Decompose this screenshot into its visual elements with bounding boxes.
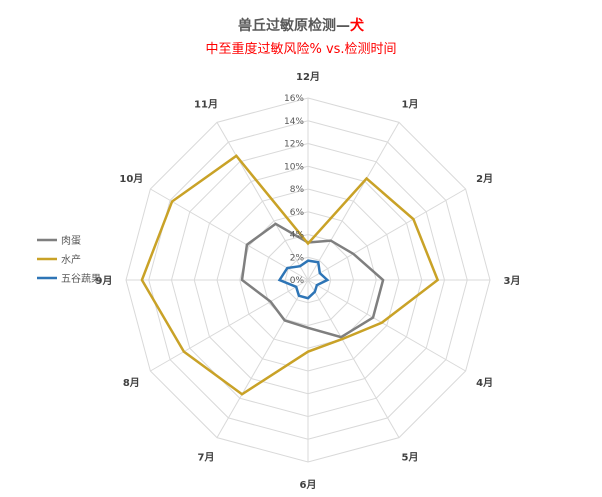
radial-tick-label: 16%	[284, 94, 304, 104]
month-label: 10月	[119, 173, 143, 185]
grid-spoke	[216, 122, 309, 281]
legend-label: 肉蛋	[61, 234, 81, 247]
chart-title: 兽丘过敏原检测—犬	[238, 17, 365, 34]
month-label: 5月	[402, 452, 419, 464]
grid-spoke	[307, 279, 400, 438]
radial-tick-label: 4%	[290, 231, 305, 241]
grid-spoke	[216, 279, 309, 438]
legend-label: 五谷蔬果	[61, 273, 101, 285]
month-label: 3月	[504, 275, 521, 287]
radial-tick-label: 2%	[290, 253, 305, 263]
radial-tick-labels: 0% 2% 4% 6% 8% 10% 12% 14% 16%	[284, 94, 304, 286]
month-label: 4月	[476, 377, 493, 389]
radial-tick-label: 6%	[290, 208, 305, 218]
grid-spoke	[307, 188, 466, 281]
month-label: 1月	[402, 98, 419, 110]
radial-tick-label: 8%	[290, 185, 305, 195]
chart-subtitle: 中至重度过敏风险% vs.检测时间	[205, 41, 396, 57]
grid-spoke	[307, 122, 400, 281]
grid-spoke	[150, 188, 309, 281]
radial-tick-label: 12%	[284, 140, 304, 150]
radial-tick-label: 10%	[284, 162, 304, 172]
month-label: 7月	[198, 452, 215, 464]
series-line	[140, 154, 440, 396]
radar-grid	[125, 97, 491, 463]
legend-label: 水产	[61, 253, 81, 266]
series-line	[277, 259, 330, 300]
month-label: 9月	[96, 275, 113, 287]
series-line	[240, 222, 385, 339]
grid-spoke	[150, 279, 309, 372]
chart-title-accent: 犬	[350, 17, 365, 34]
month-label: 12月	[296, 71, 320, 83]
month-label: 6月	[300, 479, 317, 491]
grid-spoke	[307, 279, 466, 372]
month-label: 11月	[194, 98, 218, 110]
month-label: 8月	[123, 377, 140, 389]
radial-tick-label: 0%	[290, 276, 305, 286]
month-label: 2月	[476, 173, 493, 185]
radial-tick-label: 14%	[284, 117, 304, 127]
month-labels: 12月 1月 2月 3月 4月 5月 6月 7月 8月 9月 10月 11月	[96, 71, 521, 491]
chart-title-main: 兽丘过敏原检测—	[238, 17, 350, 34]
series-layer	[140, 154, 440, 396]
